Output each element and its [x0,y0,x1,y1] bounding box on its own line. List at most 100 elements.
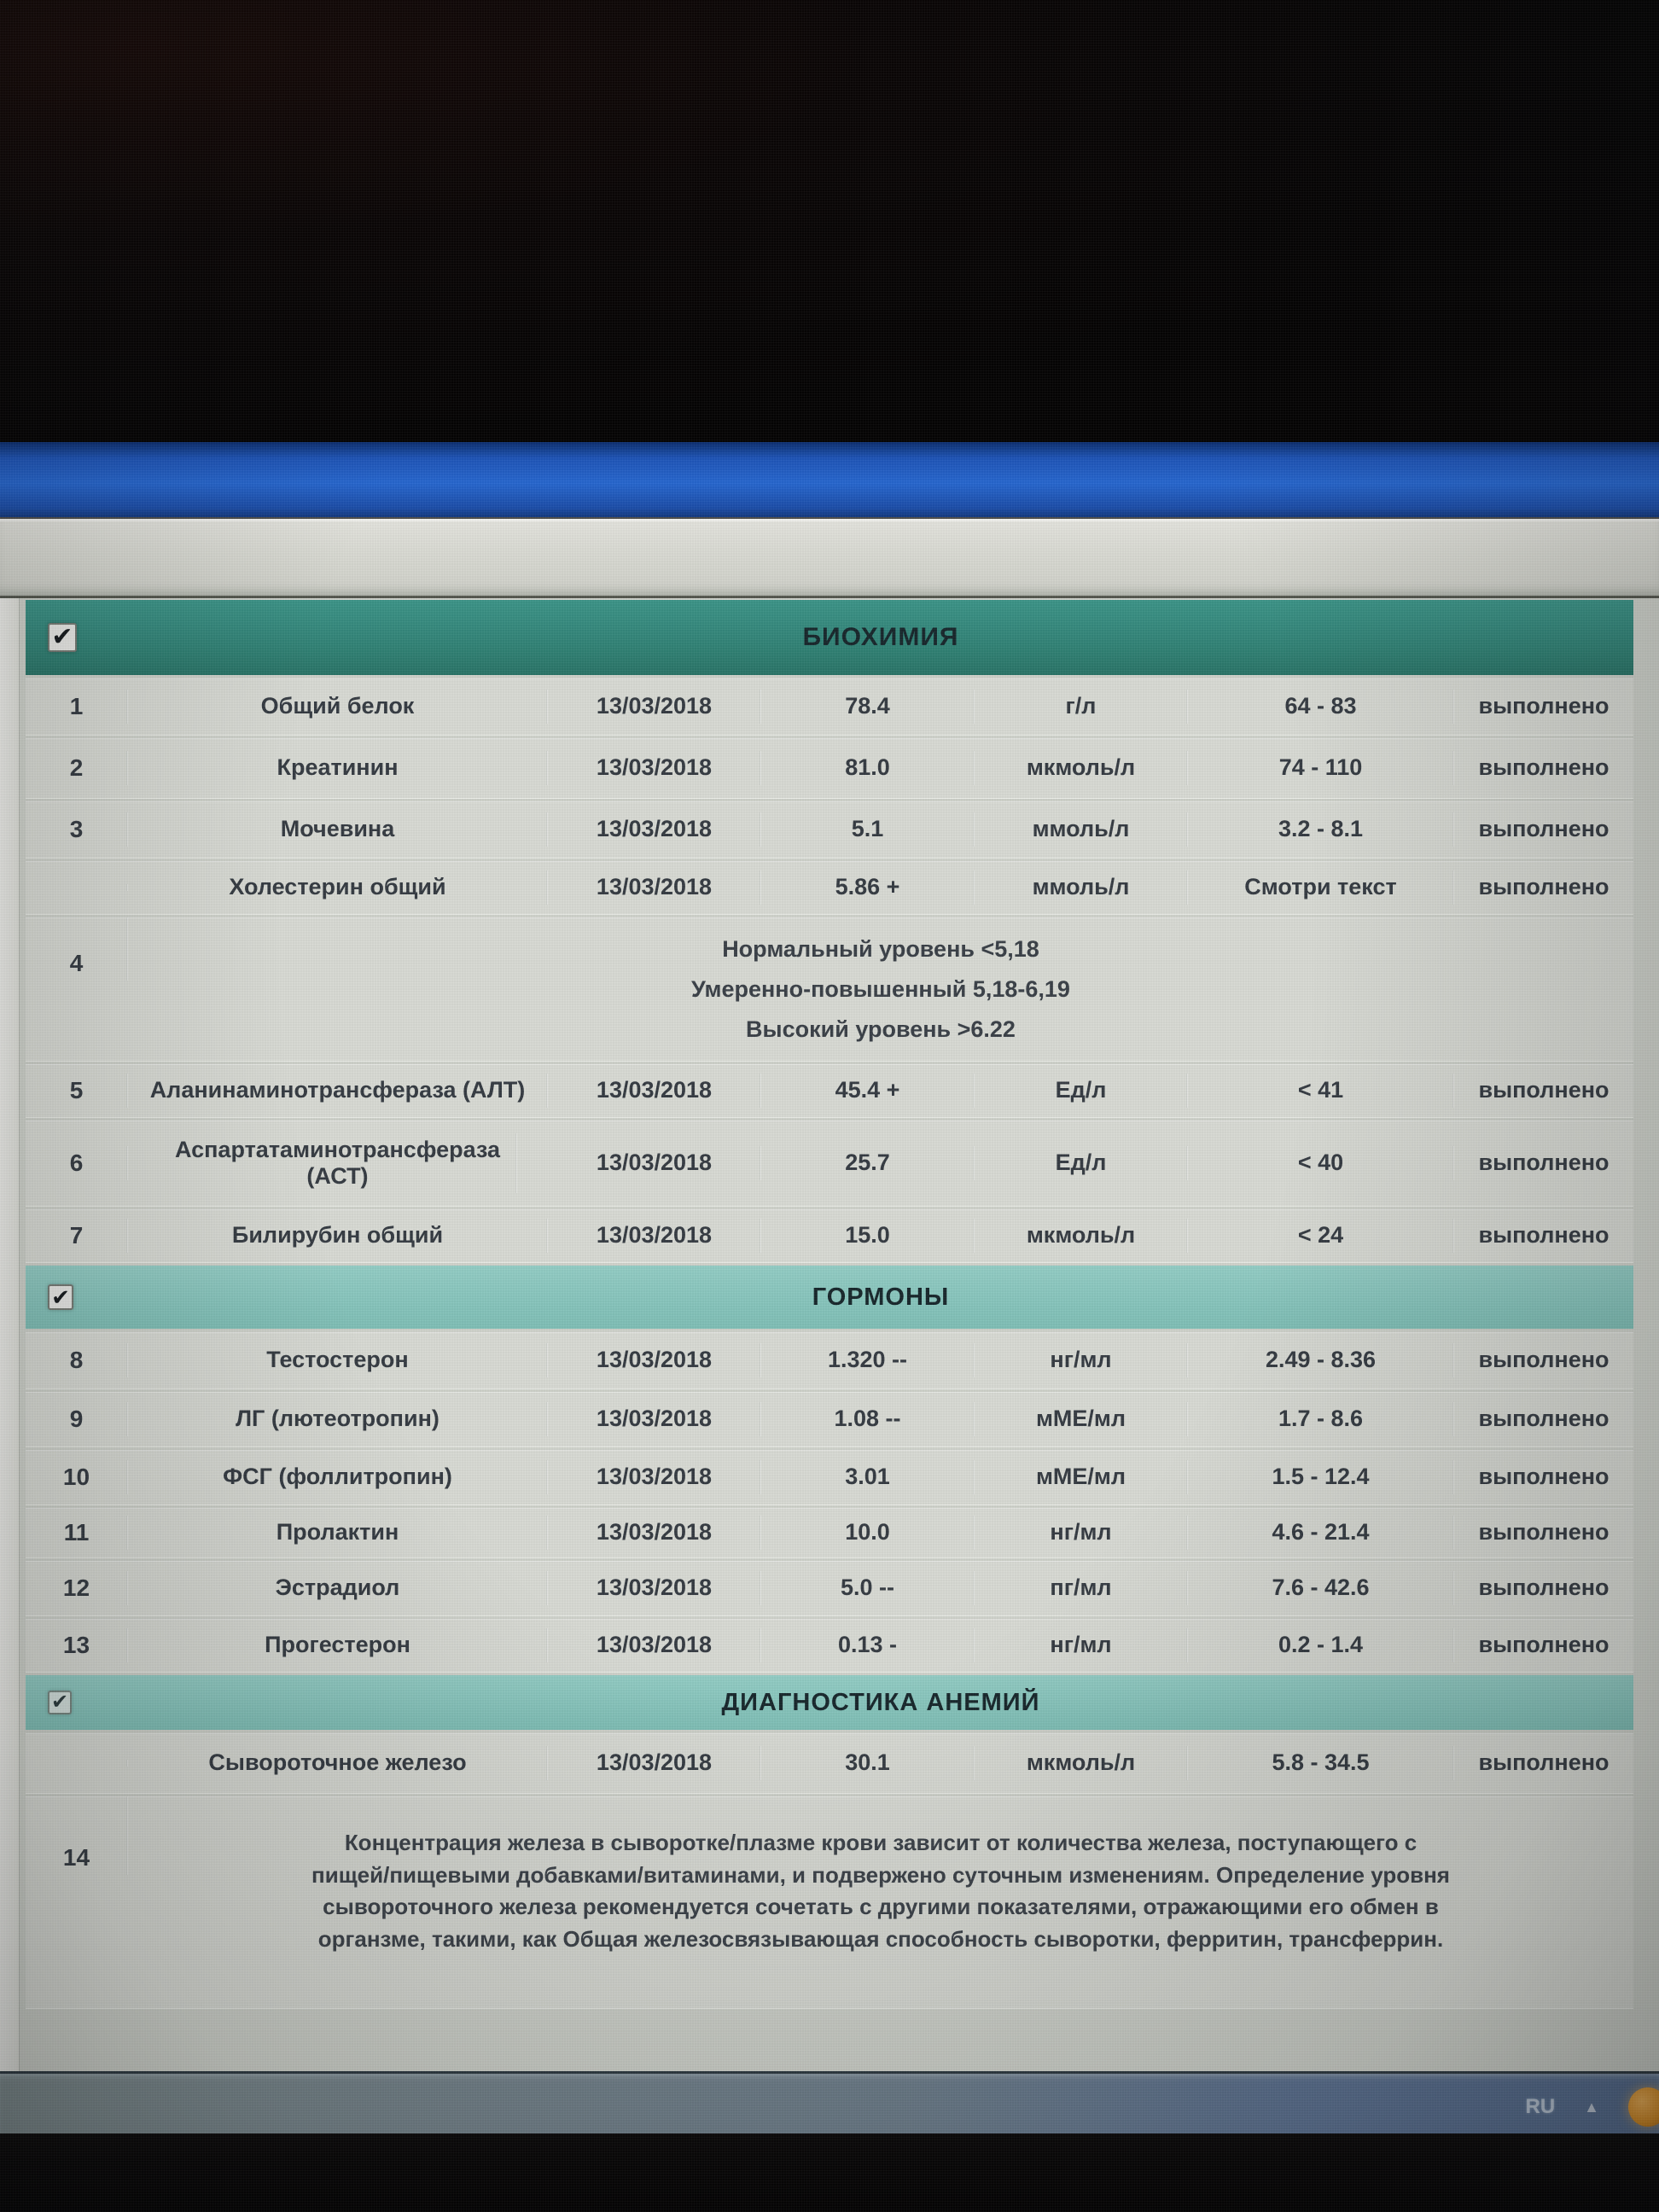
test-result: 25.7 [761,1146,975,1180]
row-number: 8 [26,1342,128,1378]
test-date: 13/03/2018 [548,1460,761,1494]
reference-range: Смотри текст [1188,870,1454,905]
reference-range: 1.7 - 8.6 [1188,1402,1454,1436]
reference-range: 2.49 - 8.36 [1188,1343,1454,1377]
table-row[interactable]: 12 Эстрадиол 13/03/2018 5.0 -- пг/мл 7.6… [26,1561,1633,1615]
status-label: выполнено [1478,1347,1610,1373]
status-label: выполнено [1478,754,1610,781]
section-title: ГОРМОНЫ [812,1283,950,1311]
row-number [26,1760,128,1767]
checkbox-checked-icon[interactable]: ✔ [48,1284,73,1310]
row-number: 14 [26,1796,128,1876]
row-number: 5 [26,1073,128,1109]
section-header-biochemistry: ✔ БИОХИМИЯ [26,600,1633,675]
window-titlebar[interactable] [0,442,1659,519]
table-row[interactable]: 3 Мочевина 13/03/2018 5.1 ммоль/л 3.2 - … [26,801,1633,858]
test-date: 13/03/2018 [548,812,761,847]
reference-range: 5.8 - 34.5 [1188,1746,1454,1780]
status-label: выполнено [1478,693,1610,719]
test-date: 13/03/2018 [548,1746,761,1780]
window-toolbar [0,519,1659,598]
status-label: выполнено [1478,874,1610,900]
test-name: Эстрадиол [128,1571,548,1605]
table-row[interactable]: Холестерин общий 13/03/2018 5.86 + ммоль… [26,861,1633,914]
test-units: Ед/л [975,1146,1188,1180]
reference-range: 0.2 - 1.4 [1188,1628,1454,1662]
test-date: 13/03/2018 [548,751,761,785]
table-row[interactable]: 11 Пролактин 13/03/2018 10.0 нг/мл 4.6 -… [26,1508,1633,1557]
test-name: Общий белок [128,690,548,724]
test-date: 13/03/2018 [548,1146,761,1180]
test-units: нг/мл [975,1628,1188,1662]
test-units: ммоль/л [975,812,1188,847]
note-body: Концентрация железа в сыворотке/плазме к… [128,1796,1633,2008]
test-units: пг/мл [975,1571,1188,1605]
test-result: 5.0 -- [761,1571,975,1605]
test-date: 13/03/2018 [548,870,761,905]
test-name: Креатинин [128,751,548,785]
test-result: 10.0 [761,1516,975,1550]
test-date: 13/03/2018 [548,1074,761,1108]
reference-range: 1.5 - 12.4 [1188,1460,1454,1494]
reference-range: < 41 [1188,1074,1454,1108]
row-number: 6 [26,1145,128,1181]
test-units: мкмоль/л [975,751,1188,785]
checkbox-checked-icon[interactable]: ✔ [48,623,77,652]
table-row[interactable]: 7 Билирубин общий 13/03/2018 15.0 мкмоль… [26,1209,1633,1262]
tray-expand-icon[interactable]: ▲ [1584,2098,1599,2116]
table-row[interactable]: 8 Тестостерон 13/03/2018 1.320 -- нг/мл … [26,1332,1633,1388]
test-name: Тестостерон [128,1343,548,1377]
test-date: 13/03/2018 [548,690,761,724]
note-text: Концентрация железа в сыворотке/плазме к… [311,1830,1450,1953]
table-row[interactable]: 9 ЛГ (лютеотропин) 13/03/2018 1.08 -- мМ… [26,1392,1633,1447]
table-row[interactable]: 1 Общий белок 13/03/2018 78.4 г/л 64 - 8… [26,678,1633,735]
test-result: 45.4 + [761,1074,975,1108]
table-row[interactable]: 6 Аспартатаминотрансфераза (АСТ) 13/03/2… [26,1121,1633,1206]
results-page: ✔ БИОХИМИЯ 1 Общий белок 13/03/2018 78.4… [0,598,1659,2071]
taskbar[interactable]: RU ▲ [0,2071,1659,2140]
reference-range: 64 - 83 [1188,690,1454,724]
test-result: 1.320 -- [761,1343,975,1377]
table-row[interactable]: 2 Креатинин 13/03/2018 81.0 мкмоль/л 74 … [26,738,1633,798]
test-name: Сывороточное железо [128,1746,548,1780]
table-row[interactable]: Сывороточное железо 13/03/2018 30.1 мкмо… [26,1733,1633,1793]
row-number: 3 [26,812,128,847]
test-date: 13/03/2018 [548,1219,761,1253]
test-result: 30.1 [761,1746,975,1780]
test-units: мкмоль/л [975,1746,1188,1780]
tray-app-icon[interactable] [1628,2087,1659,2127]
row-number: 10 [26,1459,128,1495]
system-tray: RU ▲ [1525,2074,1659,2140]
monitor-bezel-top [0,0,1659,442]
table-row[interactable]: 13 Прогестерон 13/03/2018 0.13 - нг/мл 0… [26,1619,1633,1672]
test-result: 1.08 -- [761,1402,975,1436]
row-number: 9 [26,1401,128,1437]
reference-range: 74 - 110 [1188,751,1454,785]
reference-range: 3.2 - 8.1 [1188,812,1454,847]
status-label: выполнено [1478,1222,1610,1249]
test-name: ЛГ (лютеотропин) [128,1402,548,1436]
checkbox-checked-icon[interactable]: ✔ [48,1691,72,1714]
status-label: выполнено [1478,1464,1610,1490]
test-name: Аспартатаминотрансфераза (АСТ) [159,1132,517,1194]
test-units: нг/мл [975,1343,1188,1377]
test-units: нг/мл [975,1516,1188,1550]
lab-results-table: ✔ БИОХИМИЯ 1 Общий белок 13/03/2018 78.4… [26,600,1633,2011]
section-header-hormones: ✔ ГОРМОНЫ [26,1266,1633,1329]
language-indicator[interactable]: RU [1525,2095,1556,2118]
table-row[interactable]: 10 ФСГ (фоллитропин) 13/03/2018 3.01 мМЕ… [26,1450,1633,1505]
status-label: выполнено [1478,1406,1610,1432]
test-name: Холестерин общий [128,870,548,905]
test-date: 13/03/2018 [548,1628,761,1662]
test-result: 0.13 - [761,1628,975,1662]
test-units: мМЕ/мл [975,1460,1188,1494]
row-number: 12 [26,1570,128,1606]
row-number [26,884,128,891]
row-number: 7 [26,1218,128,1254]
status-label: выполнено [1478,1077,1610,1103]
test-date: 13/03/2018 [548,1571,761,1605]
test-result: 81.0 [761,751,975,785]
note-line: Нормальный уровень <5,18 [722,935,1039,962]
row-number: 1 [26,689,128,725]
table-row[interactable]: 5 Аланинаминотрансфераза (АЛТ) 13/03/201… [26,1064,1633,1117]
